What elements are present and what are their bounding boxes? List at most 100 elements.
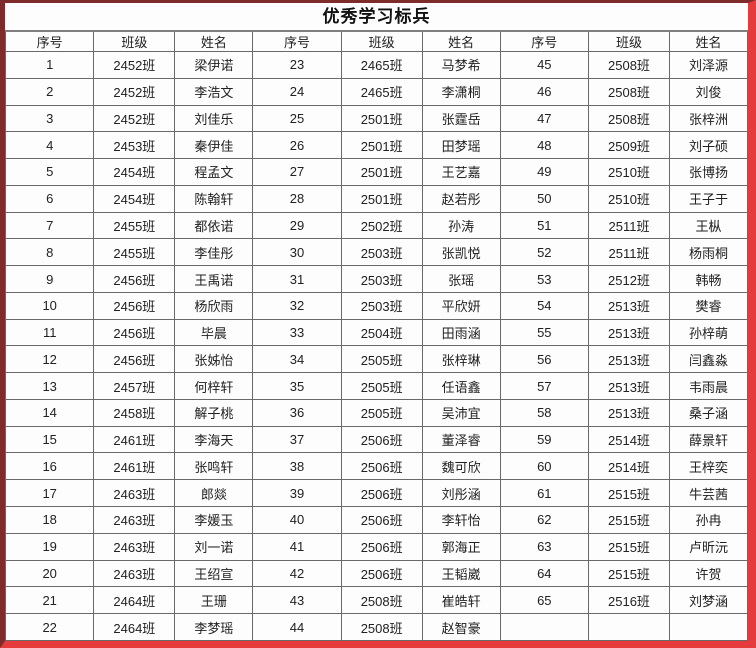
name-cell: 薛景轩: [668, 425, 749, 454]
name-cell: 王韬崴: [421, 559, 501, 588]
class-cell: 2465班: [340, 51, 423, 79]
seq-cell: 36: [252, 398, 342, 427]
class-cell: 2464班: [93, 613, 176, 641]
seq-cell: 20: [4, 559, 95, 588]
name-cell: 孙涛: [421, 211, 501, 240]
name-cell: 刘一诺: [174, 532, 254, 561]
class-cell: 2456班: [93, 265, 176, 293]
seq-cell: 16: [4, 452, 95, 481]
seq-cell: 60: [499, 452, 590, 481]
class-cell: 2456班: [93, 318, 176, 347]
seq-cell: 18: [4, 506, 95, 534]
table-row: 12 2456班 张姊怡 34 2505班 张梓琳 56 2513班 闫鑫淼: [4, 345, 749, 374]
name-cell: 李轩怡: [421, 506, 501, 534]
seq-cell: 59: [499, 425, 590, 454]
seq-cell: 42: [252, 559, 342, 588]
seq-cell: 30: [252, 238, 342, 267]
class-cell: 2501班: [340, 131, 423, 160]
name-cell: 张凯悦: [421, 238, 501, 267]
class-cell: 2501班: [340, 158, 423, 186]
seq-cell: 54: [499, 291, 590, 320]
name-cell: 李佳彤: [174, 238, 254, 267]
class-cell: 2454班: [93, 158, 176, 186]
name-cell: 崔皓轩: [421, 586, 501, 615]
class-cell: 2509班: [588, 131, 670, 160]
name-cell: 韩畅: [668, 265, 749, 293]
class-cell: 2461班: [93, 425, 176, 454]
class-cell: 2515班: [588, 559, 670, 588]
column-header: 序号: [252, 32, 342, 52]
class-cell: 2505班: [340, 345, 423, 374]
seq-cell: 21: [4, 586, 95, 615]
class-cell: 2514班: [588, 452, 670, 481]
class-cell: 2508班: [588, 104, 670, 133]
name-cell: 李海天: [174, 425, 254, 454]
name-cell: 毕晨: [174, 318, 254, 347]
name-cell: 王禹诺: [174, 265, 254, 293]
class-cell: 2454班: [93, 184, 176, 213]
name-cell: 王子于: [668, 184, 749, 213]
class-cell: 2463班: [93, 479, 176, 508]
name-cell: 秦伊佳: [174, 131, 254, 160]
seq-cell: 65: [499, 586, 590, 615]
name-cell: 李潇桐: [421, 77, 501, 106]
name-cell: 张瑶: [421, 265, 501, 293]
name-cell: 王梓奕: [668, 452, 749, 481]
seq-cell: 8: [4, 238, 95, 267]
class-cell: 2508班: [588, 51, 670, 79]
class-cell: 2502班: [340, 211, 423, 240]
name-cell: 卢昕沅: [668, 532, 749, 561]
name-cell: 赵智豪: [421, 613, 501, 641]
table-row: 22 2464班 李梦瑶 44 2508班 赵智豪: [4, 613, 749, 641]
name-cell: 许贺: [668, 559, 749, 588]
table-row: 8 2455班 李佳彤 30 2503班 张凯悦 52 2511班 杨雨桐: [4, 238, 749, 267]
class-cell: 2455班: [93, 211, 176, 240]
name-cell: 解子桃: [174, 398, 254, 427]
seq-cell: 25: [252, 104, 342, 133]
column-header: 姓名: [668, 32, 749, 52]
name-cell: 张梓琳: [421, 345, 501, 374]
class-cell: 2458班: [93, 398, 176, 427]
table-row: 16 2461班 张鸣轩 38 2506班 魏可欣 60 2514班 王梓奕: [4, 452, 749, 481]
seq-cell: 40: [252, 506, 342, 534]
name-cell: 王珊: [174, 586, 254, 615]
class-cell: 2456班: [93, 345, 176, 374]
class-cell: 2463班: [93, 532, 176, 561]
class-cell: 2501班: [340, 104, 423, 133]
class-cell: 2511班: [588, 238, 670, 267]
name-cell: 任语鑫: [421, 372, 501, 400]
class-cell: 2457班: [93, 372, 176, 400]
name-cell: 樊睿: [668, 291, 749, 320]
name-cell: 郎燚: [174, 479, 254, 508]
seq-cell: 4: [4, 131, 95, 160]
class-cell: 2503班: [340, 238, 423, 267]
seq-cell: 19: [4, 532, 95, 561]
seq-cell: 41: [252, 532, 342, 561]
seq-cell: 17: [4, 479, 95, 508]
name-cell: 马梦希: [421, 51, 501, 79]
table-body: 1 2452班 梁伊诺 23 2465班 马梦希 45 2508班 刘泽源 2 2452班 李浩文 24…: [4, 51, 749, 641]
name-cell: 王艺嘉: [421, 158, 501, 186]
class-cell: 2514班: [588, 425, 670, 454]
seq-cell: 57: [499, 372, 590, 400]
name-cell: 杨雨桐: [668, 238, 749, 267]
class-cell: 2455班: [93, 238, 176, 267]
seq-cell: 62: [499, 506, 590, 534]
seq-cell: 33: [252, 318, 342, 347]
table-row: 11 2456班 毕晨 33 2504班 田雨涵 55 2513班 孙梓萌: [4, 318, 749, 347]
table-row: 1 2452班 梁伊诺 23 2465班 马梦希 45 2508班 刘泽源: [4, 51, 749, 79]
seq-cell: 14: [4, 398, 95, 427]
name-cell: 刘泽源: [668, 51, 749, 79]
table-row: 6 2454班 陈翰轩 28 2501班 赵若彤 50 2510班 王子于: [4, 184, 749, 213]
seq-cell: 45: [499, 51, 590, 79]
seq-cell: 15: [4, 425, 95, 454]
name-cell: 孙梓萌: [668, 318, 749, 347]
seq-cell: 50: [499, 184, 590, 213]
seq-cell: 58: [499, 398, 590, 427]
class-cell: 2452班: [93, 77, 176, 106]
class-cell: 2515班: [588, 479, 670, 508]
name-cell: 王绍宣: [174, 559, 254, 588]
seq-cell: 64: [499, 559, 590, 588]
seq-cell: 48: [499, 131, 590, 160]
name-cell: 李浩文: [174, 77, 254, 106]
